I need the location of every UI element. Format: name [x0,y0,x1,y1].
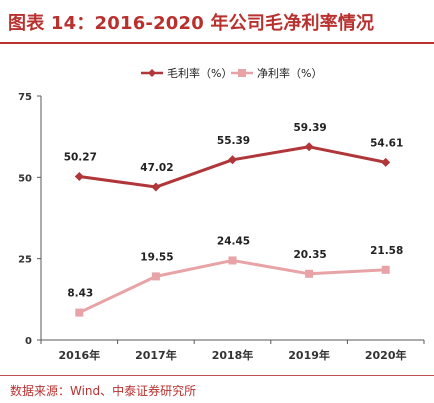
chart-series: 50.27 47.02 55.39 59.39 54.61 8.43 19.55 24.45 2… [64,122,403,317]
data-point-diamond [381,157,391,167]
data-point-square [381,265,390,274]
data-point-square [228,256,237,265]
line-chart: 毛利率（%） 净利率（%） 0 25 50 75 2016年 2017年 2018年 2019年… [18,66,425,362]
x-tick-label: 2020年 [365,348,407,362]
data-point-diamond [304,142,314,152]
x-tick-label: 2019年 [288,348,330,362]
data-label: 24.45 [217,235,250,247]
y-tick-label: 75 [18,92,32,103]
y-tick-label: 50 [18,173,32,184]
y-tick-label: 0 [25,336,32,347]
x-tick-label: 2018年 [212,348,254,362]
data-label: 59.39 [293,122,326,134]
legend-marker-diamond [148,69,156,77]
data-label: 19.55 [140,251,173,263]
series-line-2 [78,258,386,314]
figure-footer: 数据来源：Wind、中泰证券研究所 [0,372,434,403]
data-label: 54.61 [370,137,403,149]
y-tick-label: 25 [18,255,32,266]
title-underline [0,42,434,44]
data-label: 50.27 [64,151,97,163]
data-point-square [305,269,314,278]
data-label: 20.35 [293,249,326,261]
figure-title: 图表 14：2016-2020 年公司毛净利率情况 [8,13,375,34]
data-point-square [75,308,84,317]
x-tick-label: 2017年 [135,348,177,362]
data-point-diamond [74,171,84,181]
source-note: 数据来源：Wind、中泰证券研究所 [10,384,197,398]
legend-label: 毛利率（%） [167,66,232,80]
data-label: 21.58 [370,245,403,257]
x-tick-label: 2016年 [58,348,100,362]
legend-marker-square [238,69,246,77]
legend-label: 净利率（%） [257,66,322,80]
chart-legend: 毛利率（%） 净利率（%） [141,66,322,80]
footer-rule [0,375,434,376]
data-label: 8.43 [67,288,93,300]
data-point-diamond [228,155,237,165]
chart-axes: 0 25 50 75 2016年 2017年 2018年 2019年 2020年 [18,92,425,362]
data-label: 55.39 [217,135,250,147]
data-point-diamond [151,182,161,192]
data-label: 47.02 [140,162,173,174]
data-point-square [151,272,160,281]
series-line-1 [79,145,386,189]
figure-header: 图表 14：2016-2020 年公司毛净利率情况 [0,0,434,44]
